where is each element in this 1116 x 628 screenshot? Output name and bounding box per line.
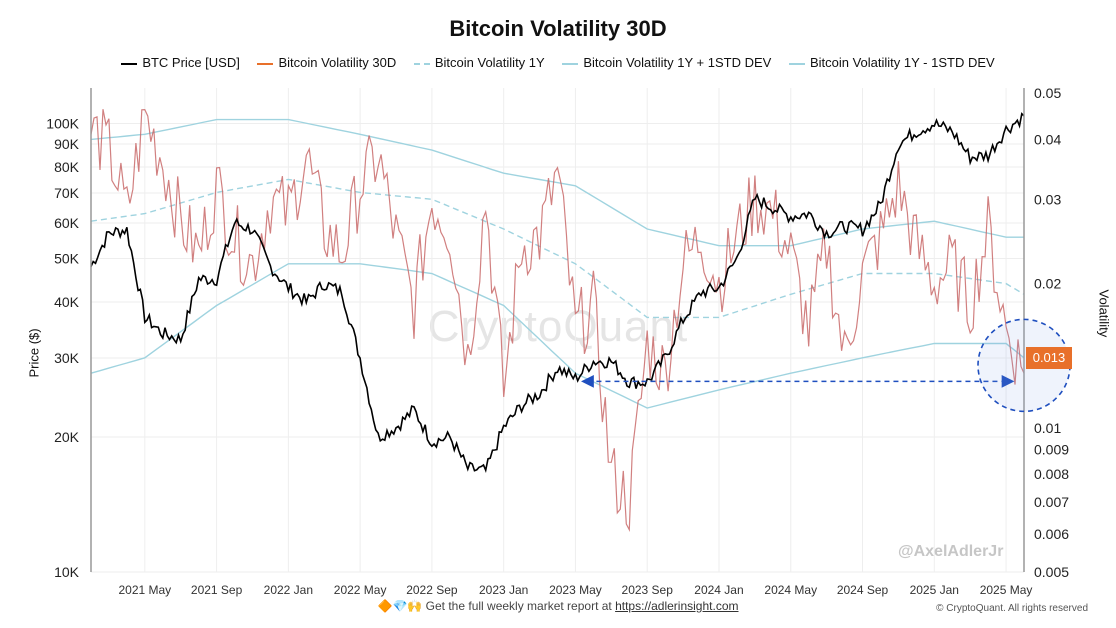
series-line-volatility-1y-minus-std bbox=[90, 263, 1025, 409]
footer-text: Get the full weekly market report at bbox=[425, 599, 612, 613]
legend-label: Bitcoin Volatility 30D bbox=[278, 55, 397, 70]
legend-item-btc-price[interactable]: BTC Price [USD] bbox=[121, 55, 240, 70]
y-left-tick-label: 60K bbox=[54, 215, 80, 231]
y-right-tick-label: 0.04 bbox=[1034, 131, 1061, 147]
legend-item-vol-1y-plus[interactable]: Bitcoin Volatility 1Y + 1STD DEV bbox=[562, 55, 771, 70]
footer-emoji: 🔶💎🙌 bbox=[377, 599, 423, 613]
x-tick-label: 2022 Jan bbox=[264, 583, 313, 597]
y-right-tick-label: 0.05 bbox=[1034, 85, 1061, 101]
y-right-tick-label: 0.03 bbox=[1034, 191, 1061, 207]
y-right-tick-label: 0.006 bbox=[1034, 526, 1069, 542]
x-tick-label: 2022 May bbox=[334, 583, 387, 597]
legend-label: Bitcoin Volatility 1Y + 1STD DEV bbox=[583, 55, 772, 70]
legend-swatch bbox=[121, 62, 138, 65]
x-tick-label: 2024 May bbox=[764, 583, 817, 597]
y-right-tick-label: 0.007 bbox=[1034, 494, 1069, 510]
y-axis-left-title: Price ($) bbox=[26, 328, 42, 378]
volatility-bands bbox=[90, 118, 1025, 409]
chart-title: Bitcoin Volatility 30D bbox=[449, 16, 667, 41]
y-left-tick-label: 10K bbox=[54, 564, 80, 580]
author-watermark: @AxelAdlerJr bbox=[898, 543, 1004, 560]
y-left-tick-label: 70K bbox=[54, 185, 80, 201]
x-tick-label: 2025 Jan bbox=[910, 583, 959, 597]
btc-price-series bbox=[90, 112, 1025, 474]
legend-swatch bbox=[413, 62, 430, 65]
x-tick-label: 2023 Sep bbox=[622, 583, 674, 597]
last-value-badge: 0.013 bbox=[1026, 347, 1072, 369]
watermark: CryptoQuant bbox=[427, 302, 689, 351]
legend-swatch bbox=[788, 62, 805, 65]
x-tick-label: 2024 Sep bbox=[837, 583, 889, 597]
series-line-volatility-1y-plus-std bbox=[90, 118, 1024, 247]
legend-swatch bbox=[562, 62, 579, 65]
y-right-tick-label: 0.005 bbox=[1034, 564, 1069, 580]
x-tick-label: 2023 Jan bbox=[479, 583, 528, 597]
chart-legend: BTC Price [USD] Bitcoin Volatility 30D B… bbox=[0, 55, 1116, 70]
y-left-tick-label: 80K bbox=[54, 159, 80, 175]
series-line-volatility-30d bbox=[90, 108, 1025, 532]
legend-label: BTC Price [USD] bbox=[142, 55, 240, 70]
y-right-tick-label: 0.009 bbox=[1034, 442, 1069, 458]
copyright: © CryptoQuant. All rights reserved bbox=[936, 603, 1088, 614]
x-tick-label: 2022 Sep bbox=[406, 583, 458, 597]
y-left-tick-label: 20K bbox=[54, 429, 80, 445]
x-tick-label: 2021 May bbox=[118, 583, 171, 597]
legend-item-vol-1y[interactable]: Bitcoin Volatility 1Y bbox=[413, 55, 545, 70]
grid bbox=[91, 88, 1024, 573]
y-left-tick-label: 40K bbox=[54, 294, 80, 310]
legend-item-vol-30d[interactable]: Bitcoin Volatility 30D bbox=[257, 55, 396, 70]
series-line-btc-price bbox=[90, 112, 1025, 474]
x-tick-label: 2023 May bbox=[549, 583, 602, 597]
y-left-tick-label: 90K bbox=[54, 136, 80, 152]
x-tick-label: 2025 May bbox=[980, 583, 1033, 597]
volatility-30d-series bbox=[90, 108, 1025, 532]
footer: 🔶💎🙌 Get the full weekly market report at… bbox=[0, 599, 1116, 613]
legend-label: Bitcoin Volatility 1Y bbox=[434, 55, 545, 70]
y-right-tick-label: 0.008 bbox=[1034, 466, 1069, 482]
legend-item-vol-1y-minus[interactable]: Bitcoin Volatility 1Y - 1STD DEV bbox=[788, 55, 995, 70]
series-line-volatility-1y bbox=[90, 178, 1025, 319]
legend-label: Bitcoin Volatility 1Y - 1STD DEV bbox=[809, 55, 995, 70]
x-tick-label: 2021 Sep bbox=[191, 583, 243, 597]
y-right-tick-label: 0.01 bbox=[1034, 420, 1061, 436]
y-axis-right-title: Volatility bbox=[1096, 289, 1112, 338]
x-tick-label: 2024 Jan bbox=[694, 583, 743, 597]
legend-swatch bbox=[257, 62, 274, 65]
y-left-tick-label: 30K bbox=[54, 350, 80, 366]
y-left-tick-label: 50K bbox=[54, 251, 80, 267]
y-right-tick-label: 0.02 bbox=[1034, 276, 1061, 292]
y-left-tick-label: 100K bbox=[46, 116, 79, 132]
footer-link[interactable]: https://adlerinsight.com bbox=[615, 599, 739, 613]
axes: 2021 May 2021 Sep 2022 Jan 2022 May 2022 Sep… bbox=[46, 85, 1069, 597]
